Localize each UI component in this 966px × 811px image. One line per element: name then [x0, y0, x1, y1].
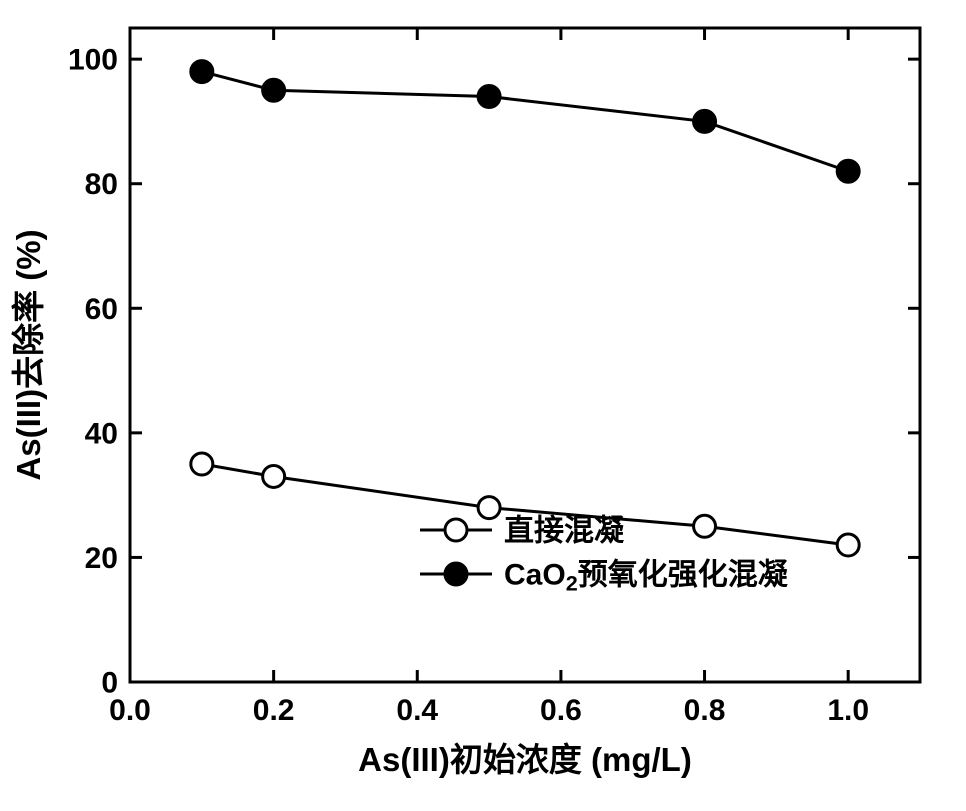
- legend-marker-direct: [445, 519, 467, 541]
- x-tick-label: 1.0: [827, 694, 869, 727]
- chart-svg: 0.00.20.40.60.81.0020406080100As(III)初始浓…: [0, 0, 966, 811]
- y-tick-label: 40: [85, 417, 118, 450]
- x-tick-label: 0.2: [253, 694, 295, 727]
- series-marker-cao2: [191, 61, 213, 83]
- series-marker-direct: [694, 515, 716, 537]
- x-axis-label: As(III)初始浓度 (mg/L): [358, 741, 692, 778]
- y-tick-label: 0: [101, 667, 118, 700]
- series-marker-cao2: [837, 160, 859, 182]
- y-axis-label: As(III)去除率 (%): [10, 229, 47, 480]
- x-tick-label: 0.6: [540, 694, 582, 727]
- series-marker-direct: [191, 453, 213, 475]
- series-marker-direct: [263, 465, 285, 487]
- legend-label-direct: 直接混凝: [504, 515, 625, 548]
- x-tick-label: 0.8: [684, 694, 726, 727]
- legend-marker-cao2: [445, 563, 467, 585]
- series-marker-direct: [837, 534, 859, 556]
- y-tick-label: 100: [68, 44, 118, 77]
- y-tick-label: 60: [85, 293, 118, 326]
- series-marker-cao2: [263, 79, 285, 101]
- y-tick-label: 80: [85, 168, 118, 201]
- series-marker-cao2: [478, 86, 500, 108]
- as-removal-chart: 0.00.20.40.60.81.0020406080100As(III)初始浓…: [0, 0, 966, 811]
- y-tick-label: 20: [85, 542, 118, 575]
- legend-label-cao2: CaO2预氧化强化混凝: [504, 559, 789, 596]
- x-tick-label: 0.4: [396, 694, 438, 727]
- series-marker-cao2: [694, 110, 716, 132]
- series-marker-direct: [478, 497, 500, 519]
